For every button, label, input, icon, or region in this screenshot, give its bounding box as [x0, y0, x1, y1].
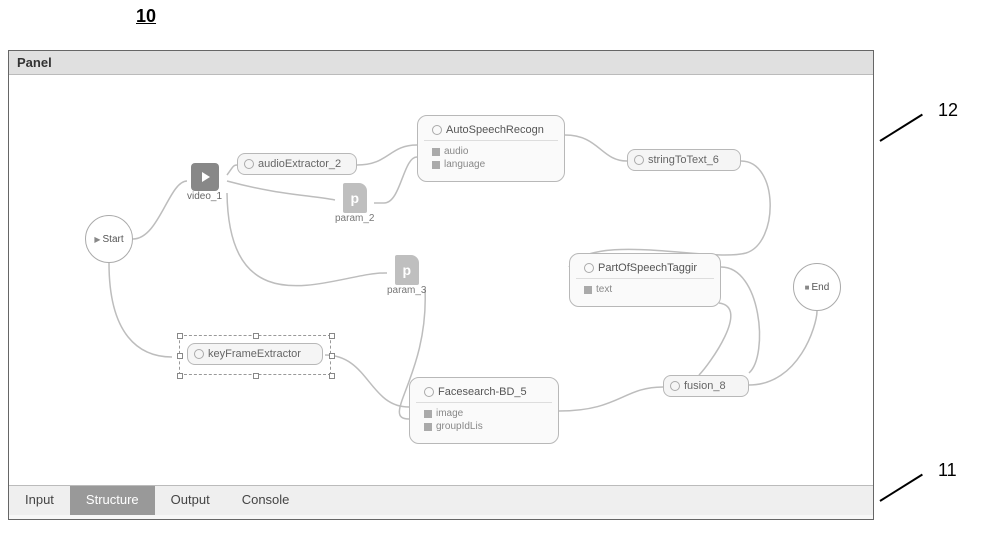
asr-node[interactable]: AutoSpeechRecogn audiolanguage — [417, 115, 565, 182]
selection-handle[interactable] — [253, 373, 259, 379]
selection-handle[interactable] — [177, 333, 183, 339]
audio_ext-node[interactable]: audioExtractor_2 — [237, 153, 357, 175]
tab-input[interactable]: Input — [9, 486, 70, 515]
s2t-node[interactable]: stringToText_6 — [627, 149, 741, 171]
node-title: Facesearch-BD_5 — [416, 382, 552, 403]
selection-handle[interactable] — [253, 333, 259, 339]
panel-title: Panel — [9, 51, 873, 75]
node-icon — [244, 159, 254, 169]
selection-handle[interactable] — [329, 353, 335, 359]
edge — [721, 267, 760, 373]
edge — [133, 181, 187, 239]
figure-label: 10 — [136, 6, 156, 27]
edge — [559, 387, 663, 411]
port-icon — [432, 161, 440, 169]
node-title: PartOfSpeechTaggir — [576, 258, 714, 279]
edge — [374, 157, 417, 203]
port-icon — [424, 410, 432, 418]
callout-11: 11 — [938, 460, 957, 481]
graph-canvas[interactable]: ▶ Start ■ End video_1 pparam_2 pparam_3 audio… — [9, 75, 873, 485]
node-icon — [424, 387, 434, 397]
node-title: AutoSpeechRecogn — [424, 120, 558, 141]
callout-line-11 — [879, 474, 922, 502]
param2-node[interactable]: pparam_2 — [335, 183, 374, 224]
selection-handle[interactable] — [177, 353, 183, 359]
edge — [569, 161, 770, 267]
callout-12: 12 — [938, 100, 958, 121]
param3-node[interactable]: pparam_3 — [387, 255, 426, 296]
node-input-row: language — [432, 158, 550, 171]
port-icon — [432, 148, 440, 156]
tab-output[interactable]: Output — [155, 486, 226, 515]
selection-handle[interactable] — [329, 373, 335, 379]
selection-handle[interactable] — [329, 333, 335, 339]
edge — [357, 145, 417, 165]
edge — [565, 135, 627, 161]
facesearch-node[interactable]: Facesearch-BD_5imagegroupIdLis — [409, 377, 559, 444]
edge — [227, 181, 335, 200]
port-icon — [584, 286, 592, 294]
node-icon — [634, 155, 644, 165]
edge — [109, 263, 172, 357]
tab-console[interactable]: Console — [226, 486, 306, 515]
callout-line-12 — [879, 114, 922, 142]
video-icon — [191, 163, 219, 191]
node-icon — [584, 263, 594, 273]
edge — [749, 311, 817, 385]
fusion-node[interactable]: fusion_8 — [663, 375, 749, 397]
node-input-row: groupIdLis — [424, 420, 544, 433]
node-input-row: text — [584, 283, 706, 296]
start-node[interactable]: ▶ Start — [85, 215, 133, 263]
edge — [227, 165, 237, 175]
node-input-row: audio — [432, 145, 550, 158]
edge — [699, 303, 731, 375]
end-node[interactable]: ■ End — [793, 263, 841, 311]
node-icon — [670, 381, 680, 391]
panel: Panel ▶ Start ■ End video_1 pparam_2 pparam_… — [8, 50, 874, 520]
edge — [325, 355, 409, 407]
selection-handle[interactable] — [177, 373, 183, 379]
pos-node[interactable]: PartOfSpeechTaggir text — [569, 253, 721, 307]
port-icon — [424, 423, 432, 431]
node-input-row: image — [424, 407, 544, 420]
param-icon: p — [395, 255, 419, 285]
tab-structure[interactable]: Structure — [70, 486, 155, 515]
bottom-tabs: InputStructureOutputConsole — [9, 485, 873, 515]
video-node[interactable]: video_1 — [187, 163, 222, 202]
param-icon: p — [343, 183, 367, 213]
selection-box — [179, 335, 331, 375]
node-icon — [432, 125, 442, 135]
